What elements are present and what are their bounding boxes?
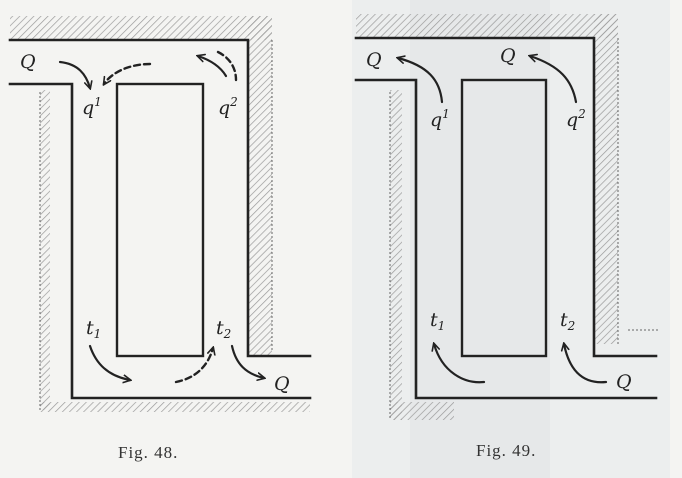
fig48-arrow-q-in [58,60,90,88]
fig49-diagram: Q Q q1 q2 t1 t2 Q Fig. 49. [354,14,660,460]
fig49-caption: Fig. 49. [476,441,536,460]
fig49-arrow-t1 [434,344,486,384]
fig48-arrow-q-out [230,344,264,378]
fig49-label-Q-left: Q [366,49,382,71]
fig49-label-Q-right: Q [500,45,516,67]
fig49-partition [460,78,548,358]
fig49-arrow-t2 [564,344,608,384]
fig49-label-q1: q1 [430,107,450,131]
fig48-label-Q-out: Q [274,373,290,395]
fig48-partition [115,82,205,358]
fig49-outer-wall [354,36,658,358]
fig49-hatch-left [390,90,402,420]
fig49-label-t2: t2 [560,309,575,333]
fig48-hatch-top [10,16,272,40]
fig49-label-Q-bottom: Q [616,371,632,393]
fig48-label-t1: t1 [86,317,101,341]
fig48-lower-wall [8,82,312,400]
fig49-arrow-q2 [530,56,578,104]
fig49-hatch-bottom [390,402,454,420]
fig48-arrow-q2-dashed [216,50,238,82]
fig49-arrow-q1 [398,58,444,104]
fig49-label-q2: q2 [566,107,586,131]
fig48-hatch-left [40,90,50,410]
fig48-label-q1: q1 [82,95,102,119]
fig48-hatch-right [248,16,272,356]
fig48-label-Q-in: Q [20,51,36,73]
fig48-outer-wall [8,38,312,358]
fig48-arrow-t1 [88,344,130,380]
fig48-label-q2: q2 [218,95,238,119]
fig49-label-t1: t1 [430,309,445,333]
fig48-hatch-bottom [40,402,310,412]
fig49-hatch-right [594,14,618,344]
fig48-diagram: Q q1 q2 t1 t2 Q Fig. 48. [8,16,312,462]
fig48-caption: Fig. 48. [118,443,178,462]
fig48-arrow-q2-up [198,56,228,78]
fig49-lower-wall [354,78,658,400]
fig48-label-t2: t2 [216,317,231,341]
fig48-arrow-t2-dashed [174,348,213,384]
fig49-hatch-top [356,14,618,38]
fig48-arrow-q1-dashed [104,62,152,84]
